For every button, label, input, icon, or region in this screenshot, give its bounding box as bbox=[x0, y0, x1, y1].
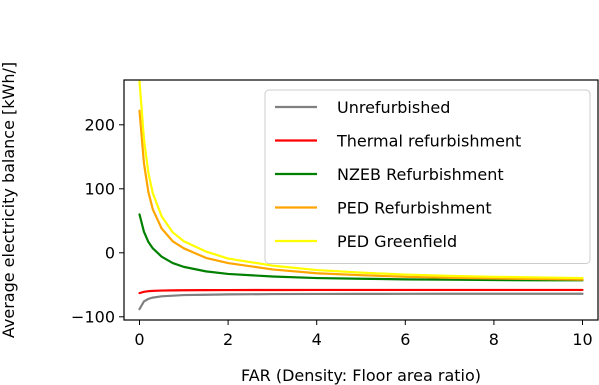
series-layer bbox=[138, 80, 584, 311]
y-tick-label: 0 bbox=[105, 243, 115, 262]
y-tick-label: 200 bbox=[84, 115, 115, 134]
legend-label-4: PED Greenfield bbox=[337, 232, 457, 251]
legend: Unrefurbished Thermal refurbishment NZEB R… bbox=[264, 89, 591, 264]
plot-frame bbox=[123, 79, 599, 321]
y-tick-label: 100 bbox=[84, 179, 115, 198]
x-tick-label: 10 bbox=[572, 330, 592, 349]
y-tick-label: −100 bbox=[71, 307, 115, 326]
ticks-layer: 0 2 4 6 8 10 −100 0 100 200 bbox=[71, 115, 593, 349]
x-tick-label: 2 bbox=[223, 330, 233, 349]
x-tick-label: 0 bbox=[134, 330, 144, 349]
series-line-0 bbox=[138, 292, 584, 311]
legend-label-1: Thermal refurbishment bbox=[336, 132, 521, 151]
legend-label-0: Unrefurbished bbox=[337, 98, 450, 117]
legend-label-2: NZEB Refurbishment bbox=[337, 165, 504, 184]
y-axis-label: Average electricity balance [kWh/] bbox=[0, 62, 18, 338]
x-axis-label: FAR (Density: Floor area ratio) bbox=[241, 366, 481, 385]
legend-label-3: PED Refurbishment bbox=[337, 199, 492, 218]
x-tick-label: 4 bbox=[312, 330, 322, 349]
series-line-4 bbox=[138, 80, 584, 280]
series-line-1 bbox=[138, 288, 584, 295]
legend-box bbox=[264, 89, 591, 264]
series-line-3 bbox=[138, 109, 584, 281]
x-tick-label: 8 bbox=[489, 330, 499, 349]
x-tick-label: 6 bbox=[400, 330, 410, 349]
series-line-2 bbox=[138, 213, 584, 282]
